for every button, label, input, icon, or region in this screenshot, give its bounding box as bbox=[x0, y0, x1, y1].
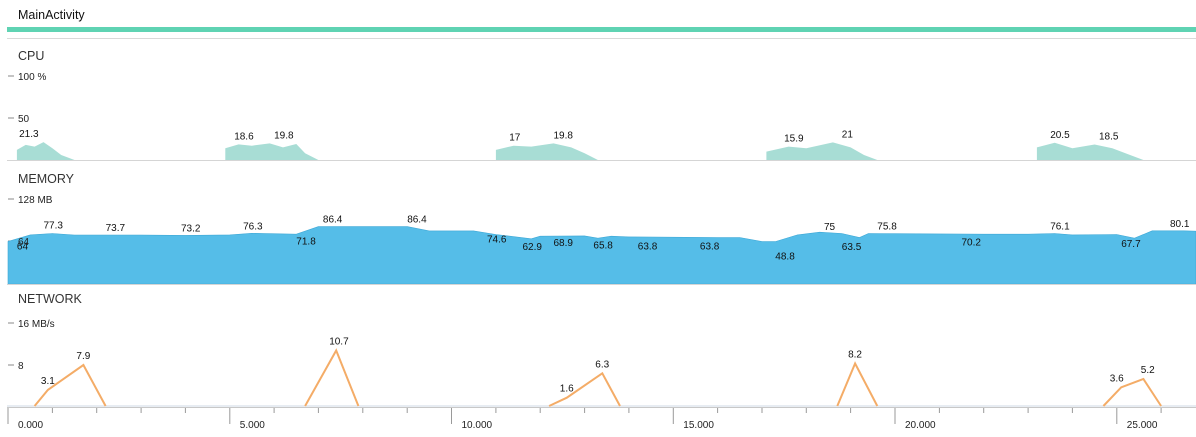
memory-value-label: 80.1 bbox=[1170, 219, 1190, 230]
cpu-title: CPU bbox=[18, 49, 44, 63]
network-mid-label: 8 bbox=[18, 361, 24, 372]
cpu-mid-label: 50 bbox=[18, 114, 30, 125]
memory-value-label: 64 bbox=[17, 242, 29, 253]
network-value-label: 3.1 bbox=[41, 376, 55, 387]
cpu-burst-area bbox=[225, 143, 319, 160]
memory-value-label: 74.6 bbox=[487, 235, 507, 246]
time-axis: 0.000 5.000 10.000 15.000 20.000 25.000 bbox=[7, 407, 1196, 431]
memory-value-label: 71.8 bbox=[296, 236, 316, 247]
memory-value-label: 76.1 bbox=[1050, 222, 1070, 233]
memory-value-label: 67.7 bbox=[1121, 239, 1141, 250]
memory-value-label: 86.4 bbox=[407, 215, 427, 226]
cpu-value-label: 18.5 bbox=[1099, 132, 1119, 143]
cpu-value-label: 21 bbox=[842, 129, 854, 140]
network-spike-line bbox=[836, 361, 879, 407]
network-spike-line bbox=[33, 363, 107, 407]
cpu-plot: 21.3 18.6 19.8 17 19.8 15.9 21 20.5 18.5 bbox=[16, 129, 1144, 160]
network-plot: 3.1 7.9 10.7 1.6 6.3 8.2 3.6 5.2 bbox=[7, 337, 1196, 407]
memory-title: MEMORY bbox=[18, 172, 75, 186]
memory-value-label: 68.9 bbox=[554, 238, 574, 249]
memory-value-label: 75.8 bbox=[877, 222, 897, 233]
network-value-label: 5.2 bbox=[1141, 365, 1155, 376]
network-value-label: 8.2 bbox=[848, 350, 862, 361]
memory-value-label: 63.8 bbox=[700, 242, 720, 253]
memory-value-label: 48.8 bbox=[775, 252, 795, 263]
memory-area bbox=[7, 226, 1196, 285]
network-value-label: 1.6 bbox=[560, 384, 574, 395]
memory-value-label: 86.4 bbox=[323, 215, 343, 226]
activity-timeline-bar[interactable] bbox=[7, 27, 1196, 32]
memory-value-label: 73.7 bbox=[106, 223, 126, 234]
cpu-value-label: 19.8 bbox=[274, 130, 294, 141]
network-value-label: 7.9 bbox=[76, 351, 90, 362]
network-value-label: 10.7 bbox=[329, 337, 349, 348]
memory-value-label: 63.5 bbox=[842, 242, 862, 253]
cpu-value-label: 19.8 bbox=[554, 130, 574, 141]
cpu-section: CPU 100 % 50 21.3 18.6 19.8 17 19.8 15.9 21 20.… bbox=[7, 49, 1196, 161]
header-divider bbox=[7, 38, 1196, 39]
network-spike-line bbox=[1102, 377, 1162, 407]
memory-value-label: 65.8 bbox=[593, 240, 613, 251]
cpu-burst-area bbox=[766, 142, 878, 160]
time-tick-label: 20.000 bbox=[905, 420, 936, 431]
memory-value-label: 75 bbox=[824, 222, 836, 233]
time-tick-label: 0.000 bbox=[18, 420, 43, 431]
activity-header: MainActivity bbox=[0, 0, 1196, 40]
network-title: NETWORK bbox=[18, 292, 83, 306]
cpu-value-label: 18.6 bbox=[234, 131, 254, 142]
time-tick-label: 25.000 bbox=[1127, 420, 1158, 431]
memory-section: MEMORY 128 MB 64 77.3 73.7 73.2 76.3 71.8 86.4… bbox=[7, 172, 1196, 285]
cpu-value-label: 20.5 bbox=[1050, 130, 1070, 141]
activity-title[interactable]: MainActivity bbox=[18, 8, 85, 22]
memory-value-label: 70.2 bbox=[962, 237, 982, 248]
network-section: NETWORK 16 MB/s 8 3.1 7.9 10.7 1.6 6.3 8.2 3.6… bbox=[7, 292, 1196, 407]
memory-value-label: 62.9 bbox=[523, 242, 543, 253]
network-spike-line bbox=[548, 371, 621, 407]
cpu-burst-area bbox=[495, 143, 598, 160]
memory-value-label: 73.2 bbox=[181, 223, 201, 234]
time-tick-label: 10.000 bbox=[462, 420, 493, 431]
network-value-label: 3.6 bbox=[1110, 373, 1124, 384]
memory-plot: 64 77.3 73.7 73.2 76.3 71.8 86.4 86.4 74.6 62.9 68… bbox=[7, 215, 1196, 285]
network-value-label: 6.3 bbox=[595, 359, 609, 370]
cpu-max-label: 100 % bbox=[18, 72, 46, 83]
cpu-burst-area bbox=[16, 142, 75, 160]
cpu-value-label: 15.9 bbox=[784, 134, 804, 145]
memory-value-label: 77.3 bbox=[44, 221, 64, 232]
network-spike-line bbox=[304, 348, 360, 407]
cpu-value-label: 17 bbox=[509, 133, 521, 144]
cpu-burst-area bbox=[1036, 142, 1144, 160]
memory-mid-label: 64 bbox=[18, 237, 30, 248]
memory-value-label: 63.8 bbox=[638, 242, 658, 253]
cpu-value-label: 21.3 bbox=[19, 129, 39, 140]
time-tick-label: 15.000 bbox=[683, 420, 714, 431]
network-max-label: 16 MB/s bbox=[18, 319, 55, 330]
memory-max-label: 128 MB bbox=[18, 195, 53, 206]
time-tick-label: 5.000 bbox=[240, 420, 265, 431]
memory-value-label: 76.3 bbox=[243, 221, 263, 232]
